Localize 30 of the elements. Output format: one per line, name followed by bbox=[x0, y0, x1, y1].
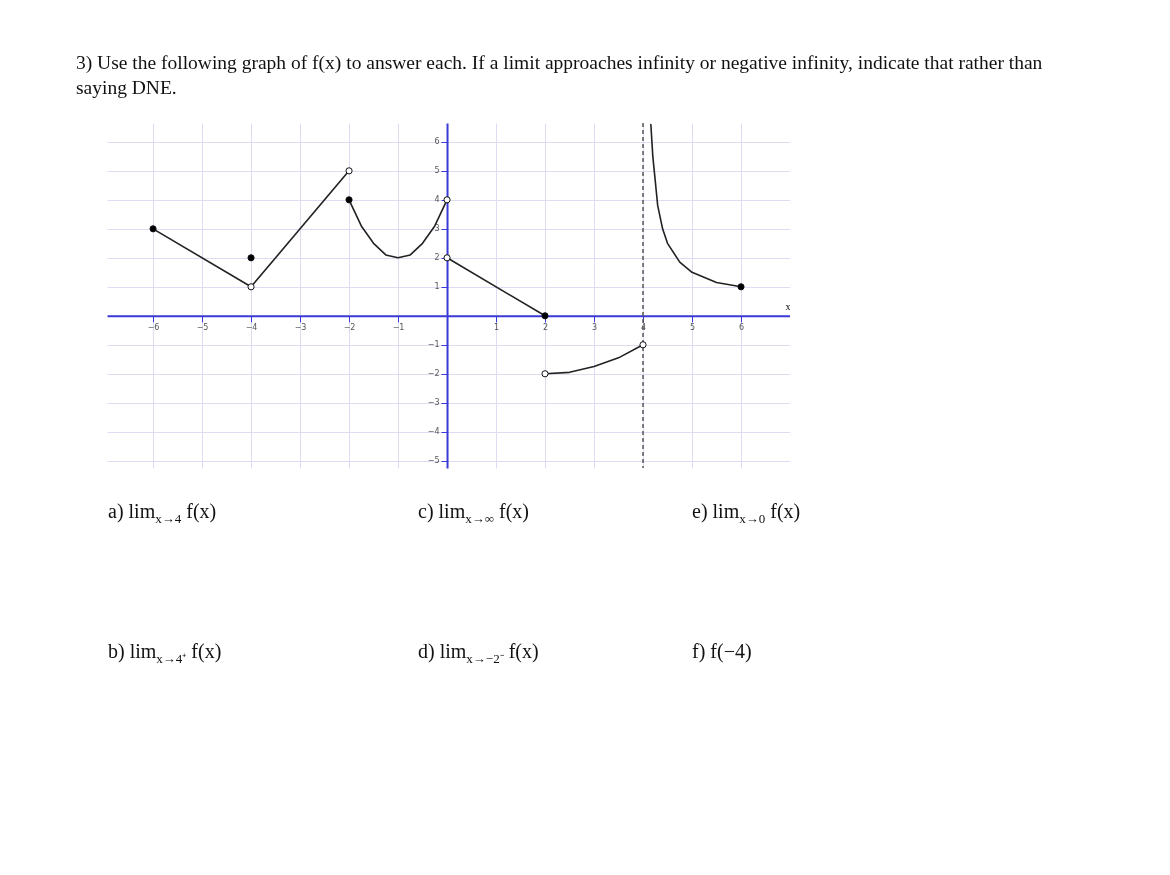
y-tick-label: −3 bbox=[427, 398, 440, 408]
text: f) f(−4) bbox=[692, 640, 752, 663]
x-tick-label: 6 bbox=[738, 323, 745, 333]
y-tick-label: −1 bbox=[427, 340, 440, 350]
y-tick-label: −5 bbox=[427, 456, 440, 466]
x-tick-label: −5 bbox=[196, 323, 209, 333]
text: a) lim$_{x→4}$ f(x) bbox=[108, 500, 217, 527]
text: b) lim$_{x→4⁺}$ f(x) bbox=[108, 640, 222, 667]
y-tick-label: 4 bbox=[434, 195, 440, 205]
x-tick-label: 4 bbox=[640, 323, 647, 333]
y-tick-label: 5 bbox=[434, 166, 440, 176]
x-tick-label: 1 bbox=[493, 323, 500, 333]
y-tick-label: 1 bbox=[434, 282, 440, 292]
x-tick-label: 2 bbox=[542, 323, 549, 333]
x-tick-label: 3 bbox=[591, 323, 598, 333]
x-tick-label: −3 bbox=[294, 323, 307, 333]
x-tick-label: −1 bbox=[392, 323, 405, 333]
y-tick-label: 6 bbox=[434, 137, 440, 147]
x-tick-label: 5 bbox=[689, 323, 696, 333]
chart-title: 3) Use the following graph of f(x) to answer each. If a limit approaches infinity or negative infinity, indicate that rather than saying DNE. bbox=[76, 51, 1044, 100]
y-tick-label: −2 bbox=[427, 369, 440, 379]
text: c) lim$_{x→∞}$ f(x) bbox=[418, 500, 529, 527]
x-tick-label: −2 bbox=[343, 323, 356, 333]
text: d) lim$_{x→−2⁻}$ f(x) bbox=[418, 640, 539, 667]
text: e) lim$_{x→0}$ f(x) bbox=[692, 500, 801, 527]
x-tick-label: −6 bbox=[147, 323, 160, 333]
y-tick-label: −4 bbox=[427, 427, 440, 437]
x-axis-title: x bbox=[785, 301, 791, 313]
x-tick-label: −4 bbox=[245, 323, 258, 333]
y-tick-label: 2 bbox=[434, 253, 440, 263]
